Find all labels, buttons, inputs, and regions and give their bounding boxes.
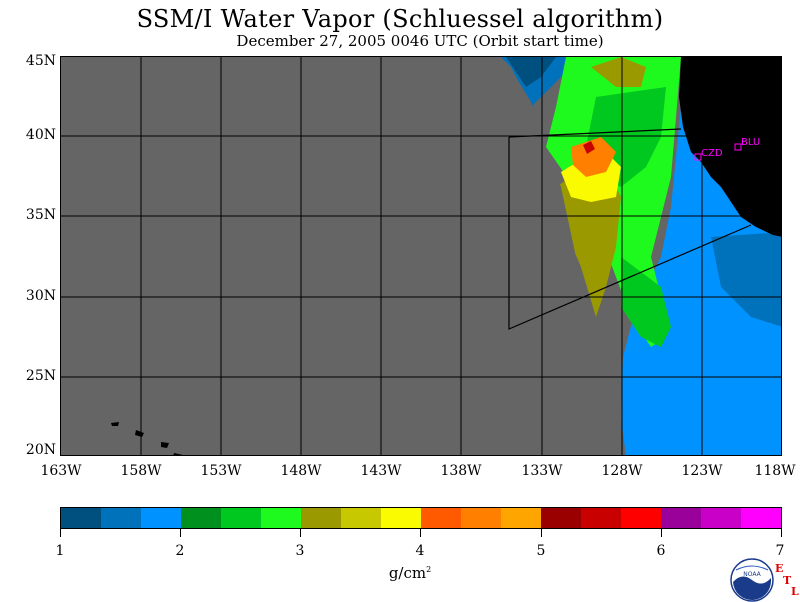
colorbar-swatch xyxy=(101,508,141,528)
station-marker-blu xyxy=(734,143,742,151)
vapor-band-lowest-2 xyxy=(711,232,781,327)
colorbar-tick xyxy=(781,529,782,537)
lon-label-153w: 153W xyxy=(200,463,242,479)
land-mass xyxy=(679,57,781,237)
colorbar-units: g/cm2 xyxy=(380,562,440,581)
lat-label-35n: 35N xyxy=(25,207,56,223)
no-data-region xyxy=(61,57,623,455)
station-marker-czd xyxy=(694,153,702,161)
lon-label-163w: 163W xyxy=(40,463,82,479)
gridlines xyxy=(61,57,781,455)
chart-title: SSM/I Water Vapor (Schluessel algorithm) xyxy=(136,5,664,33)
etl-letter-l: L xyxy=(791,585,799,598)
lat-label-45n: 45N xyxy=(25,53,56,69)
vapor-band-orange xyxy=(571,137,616,177)
lat-label-25n: 25N xyxy=(25,368,56,384)
units-text: g/cm xyxy=(388,564,427,582)
etl-letter-e: E xyxy=(775,562,784,575)
colorbar-swatch xyxy=(421,508,461,528)
lat-label-20n: 20N xyxy=(25,442,56,458)
units-exponent: 2 xyxy=(426,565,432,574)
colorbar-swatch xyxy=(221,508,261,528)
noaa-logo-icon: NOAA xyxy=(730,558,774,602)
hawaii-islands xyxy=(111,422,183,455)
vapor-band-lowest-3 xyxy=(506,57,556,87)
vapor-band-red xyxy=(583,141,595,154)
colorbar-swatch xyxy=(701,508,741,528)
colorbar xyxy=(60,507,782,529)
colorbar-tick xyxy=(300,529,301,537)
vapor-band-green-south xyxy=(621,257,671,347)
lon-label-128w: 128W xyxy=(601,463,643,479)
lon-label-118w: 118W xyxy=(754,463,796,479)
colorbar-swatch xyxy=(541,508,581,528)
colorbar-tick xyxy=(180,529,181,537)
lon-label-158w: 158W xyxy=(120,463,162,479)
colorbar-label-1: 1 xyxy=(55,543,65,559)
etl-letter-t: T xyxy=(783,574,792,587)
colorbar-label-5: 5 xyxy=(536,543,546,559)
lon-label-138w: 138W xyxy=(440,463,482,479)
colorbar-label-2: 2 xyxy=(175,543,185,559)
lon-label-148w: 148W xyxy=(280,463,322,479)
colorbar-swatch xyxy=(581,508,621,528)
analysis-box xyxy=(508,128,752,330)
station-label-blu: BLU xyxy=(741,137,761,148)
lon-label-143w: 143W xyxy=(360,463,402,479)
colorbar-swatch xyxy=(661,508,701,528)
colorbar-swatch xyxy=(341,508,381,528)
colorbar-tick xyxy=(60,529,61,537)
colorbar-swatch xyxy=(621,508,661,528)
lon-label-133w: 133W xyxy=(521,463,563,479)
logo-text: NOAA xyxy=(743,571,761,578)
colorbar-swatch xyxy=(261,508,301,528)
colorbar-label-3: 3 xyxy=(295,543,305,559)
colorbar-tick xyxy=(420,529,421,537)
colorbar-label-6: 6 xyxy=(656,543,666,559)
lon-label-123w: 123W xyxy=(681,463,723,479)
colorbar-label-4: 4 xyxy=(415,543,425,559)
colorbar-tick xyxy=(541,529,542,537)
colorbar-swatch xyxy=(301,508,341,528)
chart-subtitle: December 27, 2005 0046 UTC (Orbit start … xyxy=(236,32,604,50)
colorbar-swatch xyxy=(461,508,501,528)
colorbar-swatch xyxy=(61,508,101,528)
vapor-band-olive-north xyxy=(591,57,646,87)
lat-label-30n: 30N xyxy=(25,288,56,304)
colorbar-swatch xyxy=(501,508,541,528)
lat-label-40n: 40N xyxy=(25,127,56,143)
colorbar-label-7: 7 xyxy=(775,543,785,559)
map-svg xyxy=(61,57,781,455)
colorbar-tick xyxy=(661,529,662,537)
colorbar-swatch xyxy=(181,508,221,528)
station-label-czd: CZD xyxy=(701,148,723,159)
colorbar-swatch xyxy=(381,508,421,528)
colorbar-swatch xyxy=(141,508,181,528)
colorbar-swatch xyxy=(741,508,781,528)
map-area xyxy=(60,56,782,456)
